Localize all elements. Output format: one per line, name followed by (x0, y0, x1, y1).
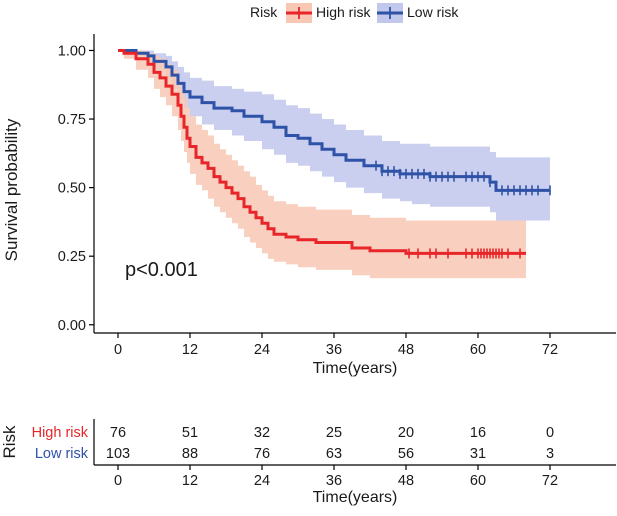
risk-table-cell: 25 (326, 425, 342, 441)
risk-table-cell: 63 (326, 446, 342, 462)
survival-curve-high-risk (118, 49, 526, 255)
risk-table-cell: 31 (470, 446, 486, 462)
x-tick-label: 60 (470, 342, 486, 358)
censor-marks (375, 160, 551, 259)
x-tick-label: 48 (398, 342, 414, 358)
risk-table-cell: 32 (254, 425, 270, 441)
risk-table-x-tick-label: 0 (114, 473, 122, 489)
risk-table-cell: 3 (546, 446, 554, 462)
x-tick-label: 12 (182, 342, 198, 358)
risk-table-x-axis-title: Time(years) (313, 489, 398, 506)
risk-table-x-tick-label: 12 (182, 473, 198, 489)
x-tick-label: 24 (254, 342, 270, 358)
risk-table-cell: 0 (546, 425, 554, 441)
legend-label-high-risk: High risk (316, 4, 371, 20)
y-tick-label: 0.25 (58, 249, 86, 265)
x-tick-label: 0 (114, 342, 122, 358)
risk-table-x-tick-label: 36 (326, 473, 342, 489)
legend: Risk High risk Low risk (250, 3, 459, 23)
p-value-annotation: p<0.001 (125, 259, 198, 281)
y-tick-label: 1.00 (58, 43, 86, 59)
y-axis-ticks: 0.00 0.25 0.50 0.75 1.00 (58, 43, 94, 334)
risk-table-cell: 56 (398, 446, 414, 462)
legend-title: Risk (250, 4, 278, 20)
risk-row-label-high-risk: High risk (32, 425, 89, 441)
y-tick-label: 0.00 (58, 318, 86, 334)
risk-table-cells: 76 51 32 25 20 16 0 103 88 76 63 56 31 3 (106, 425, 554, 462)
risk-table-x-ticks: 0 12 24 36 48 60 72 (114, 465, 558, 489)
risk-row-label-low-risk: Low risk (35, 446, 89, 462)
risk-table-x-tick-label: 72 (542, 473, 558, 489)
risk-table-title: Risk (0, 425, 19, 459)
risk-table-cell: 88 (182, 446, 198, 462)
risk-table-cell: 103 (106, 446, 130, 462)
risk-table-cell: 76 (254, 446, 270, 462)
risk-table-cell: 76 (110, 425, 126, 441)
risk-table-x-tick-label: 48 (398, 473, 414, 489)
y-tick-label: 0.75 (58, 112, 86, 128)
risk-table-cell: 16 (470, 425, 486, 441)
risk-table-x-tick-label: 24 (254, 473, 270, 489)
risk-table-x-tick-label: 60 (470, 473, 486, 489)
legend-label-low-risk: Low risk (407, 4, 459, 20)
y-tick-label: 0.50 (58, 181, 86, 197)
risk-table: Risk High risk Low risk 76 51 32 25 20 16 0 103… (0, 419, 616, 506)
x-tick-label: 36 (326, 342, 342, 358)
risk-table-cell: 51 (182, 425, 198, 441)
x-tick-label: 72 (542, 342, 558, 358)
confidence-band-high-risk (118, 50, 526, 279)
survival-plot: 0.00 0.25 0.50 0.75 1.00 0 12 24 36 48 60 72 Survi… (2, 34, 616, 377)
x-axis-ticks: 0 12 24 36 48 60 72 (114, 333, 558, 358)
y-axis-title: Survival probability (2, 118, 21, 261)
x-axis-title: Time(years) (313, 360, 398, 377)
risk-table-cell: 20 (398, 425, 414, 441)
